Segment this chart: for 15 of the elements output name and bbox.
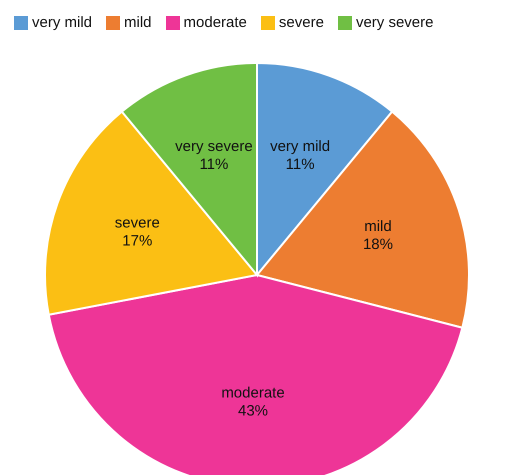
slice-label: very mild	[270, 138, 330, 155]
data-label: 18%	[362, 236, 393, 254]
legend-label: severe	[278, 14, 324, 32]
legend-label: mild	[123, 14, 152, 32]
legend-label: moderate	[182, 14, 247, 32]
slice-label: severe	[114, 214, 160, 232]
slice-label: very severe	[175, 138, 253, 155]
legend-label: very mild	[31, 14, 92, 32]
slice-label: mild	[364, 218, 392, 236]
legend-label: very severe	[354, 14, 434, 32]
data-label: 43%	[238, 402, 268, 420]
slice-label: moderate	[221, 384, 285, 402]
data-label: 17%	[122, 232, 152, 250]
data-label: 11%	[286, 156, 315, 173]
data-label: 11%	[199, 156, 228, 173]
